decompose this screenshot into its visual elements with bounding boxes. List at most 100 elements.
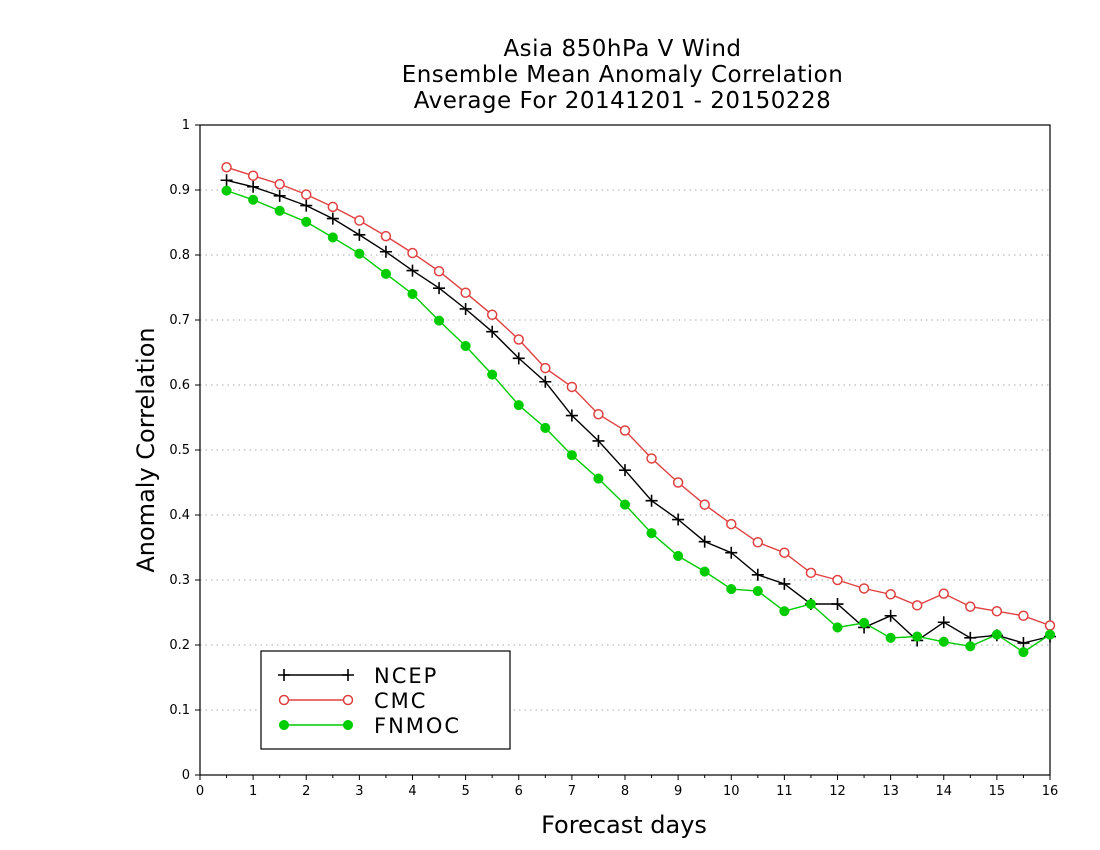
data-point-cmc	[752, 537, 764, 548]
data-point-fnmoc	[327, 232, 338, 243]
y-tick-label: 1	[182, 118, 190, 133]
data-point-cmc	[832, 574, 843, 586]
y-tick-label: 0.2	[169, 638, 190, 653]
x-tick-label: 10	[723, 784, 740, 799]
series-fnmoc	[221, 185, 1056, 658]
x-tick-label: 11	[776, 784, 793, 799]
legend-label-cmc: CMC	[374, 689, 427, 713]
series-line-cmc	[226, 166, 1051, 627]
data-point-fnmoc	[487, 369, 498, 380]
data-point-ncep	[937, 616, 950, 629]
legend-entry-fnmoc: FNMOC	[278, 714, 461, 738]
y-tick-label: 0.9	[169, 183, 190, 198]
legend-label-fnmoc: FNMOC	[374, 714, 461, 738]
x-tick-label: 12	[829, 784, 846, 799]
x-tick-label: 15	[989, 784, 1006, 799]
data-point-fnmoc	[805, 599, 816, 610]
data-point-ncep	[672, 513, 685, 526]
x-tick-label: 7	[568, 784, 576, 799]
data-point-ncep	[512, 352, 525, 365]
data-point-ncep	[592, 434, 605, 447]
data-point-fnmoc	[832, 622, 843, 633]
data-point-fnmoc	[1018, 647, 1029, 658]
data-point-cmc	[1044, 620, 1056, 631]
y-tick-label: 0.5	[169, 443, 190, 458]
data-point-cmc	[646, 453, 657, 464]
data-point-cmc	[965, 601, 976, 612]
data-point-ncep	[831, 598, 844, 611]
data-point-fnmoc	[1044, 629, 1056, 640]
data-point-cmc	[486, 309, 498, 321]
x-tick-label: 3	[355, 784, 363, 799]
data-point-fnmoc	[354, 248, 365, 259]
data-point-ncep	[300, 199, 313, 212]
legend-marker-fnmoc	[342, 719, 354, 731]
data-point-fnmoc	[965, 641, 976, 652]
x-tick-label: 4	[408, 784, 416, 799]
data-point-cmc	[301, 189, 312, 200]
data-point-fnmoc	[912, 631, 923, 642]
data-point-fnmoc	[301, 216, 312, 227]
data-point-ncep	[433, 282, 446, 295]
data-point-cmc	[1018, 610, 1029, 621]
legend-entry-ncep: NCEP	[278, 664, 436, 688]
data-point-cmc	[805, 567, 817, 579]
data-point-fnmoc	[540, 422, 551, 433]
data-point-fnmoc	[460, 340, 471, 352]
data-point-ncep	[247, 180, 260, 193]
data-point-cmc	[672, 477, 684, 488]
series-cmc	[221, 162, 1056, 631]
data-point-fnmoc	[434, 315, 445, 326]
data-point-fnmoc	[752, 586, 763, 597]
data-point-ncep	[778, 577, 791, 590]
data-point-fnmoc	[221, 185, 232, 196]
data-point-cmc	[593, 409, 604, 420]
data-point-cmc	[274, 178, 285, 190]
data-point-ncep	[353, 228, 366, 241]
data-point-cmc	[938, 588, 949, 599]
data-point-fnmoc	[407, 288, 418, 300]
data-point-fnmoc	[274, 205, 285, 216]
data-point-cmc	[221, 162, 232, 173]
data-point-cmc	[858, 583, 870, 594]
x-tick-label: 0	[196, 784, 204, 799]
data-point-fnmoc	[566, 450, 577, 461]
data-point-fnmoc	[646, 528, 657, 539]
data-point-ncep	[539, 375, 552, 388]
data-point-cmc	[779, 547, 790, 558]
y-tick-label: 0.7	[169, 313, 190, 328]
x-tick-label: 9	[674, 784, 682, 799]
legend-marker-ncep	[278, 669, 290, 681]
y-tick-label: 0.3	[169, 573, 190, 588]
data-point-ncep	[1017, 637, 1030, 650]
data-point-cmc	[247, 170, 259, 181]
data-point-fnmoc	[673, 550, 684, 562]
x-tick-label: 2	[302, 784, 310, 799]
data-point-fnmoc	[513, 400, 524, 411]
x-tick-label: 13	[882, 784, 899, 799]
data-point-ncep	[379, 245, 392, 258]
x-tick-label: 6	[515, 784, 523, 799]
x-tick-label: 8	[621, 784, 629, 799]
grid-lines	[200, 124, 1050, 711]
data-point-fnmoc	[885, 632, 896, 643]
legend-marker-ncep	[342, 669, 354, 681]
y-tick-label: 0.1	[169, 703, 190, 718]
data-point-fnmoc	[380, 268, 391, 279]
y-tick-label: 0.6	[169, 378, 190, 393]
y-tick-label: 0	[182, 768, 190, 783]
series-line-ncep	[226, 179, 1051, 644]
x-tick-label: 16	[1042, 784, 1059, 799]
data-point-ncep	[725, 546, 738, 559]
data-point-fnmoc	[699, 566, 710, 577]
data-point-fnmoc	[248, 194, 259, 205]
data-point-ncep	[459, 302, 472, 315]
axis-ticks: 00.10.20.30.40.50.60.70.80.910 1 2 3 4 5 6 7 8 9 1…	[169, 118, 1058, 799]
data-point-ncep	[406, 264, 419, 277]
data-point-ncep	[698, 535, 711, 548]
chart-title-line-2: Ensemble Mean Anomaly Correlation	[401, 62, 844, 88]
legend-marker-fnmoc	[278, 719, 290, 731]
data-point-cmc	[619, 425, 631, 436]
